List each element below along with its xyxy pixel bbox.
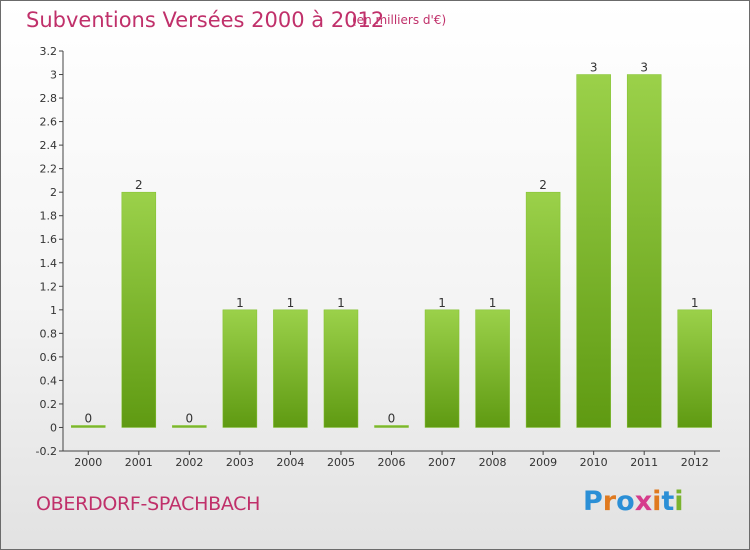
- data-label-2006: 0: [388, 411, 396, 425]
- data-label-2002: 0: [186, 411, 194, 425]
- data-label-2012: 1: [691, 296, 699, 310]
- data-label-2004: 1: [287, 296, 295, 310]
- data-label-2011: 3: [640, 61, 648, 75]
- data-label-2007: 1: [438, 296, 446, 310]
- y-tick-label: 1.8: [40, 210, 58, 223]
- place-name: OBERDORF-SPACHBACH: [36, 493, 261, 515]
- bar-2006: [374, 425, 409, 428]
- y-tick-label: 2: [50, 186, 57, 199]
- bar-2012: [677, 309, 712, 428]
- logo-letter: i: [652, 486, 662, 517]
- x-tick-label-2012: 2012: [681, 456, 709, 469]
- y-tick-label: 2.4: [40, 139, 58, 152]
- y-tick-label: 2.6: [40, 116, 58, 129]
- y-tick-label: 0.4: [40, 374, 58, 387]
- y-tick-label: 2.8: [40, 92, 58, 105]
- y-tick-label: 2.2: [40, 163, 58, 176]
- y-tick-label: 0.2: [40, 398, 58, 411]
- x-tick-label-2006: 2006: [378, 456, 406, 469]
- bar-2009: [525, 191, 561, 428]
- bar-2001: [121, 191, 157, 428]
- data-label-2010: 3: [590, 61, 598, 75]
- y-tick-label: -0.2: [36, 445, 57, 458]
- logo-letter: P: [583, 486, 603, 517]
- y-tick-label: 0: [50, 421, 57, 434]
- logo-letter: i: [674, 486, 684, 517]
- data-label-2000: 0: [84, 411, 92, 425]
- data-label-2008: 1: [489, 296, 497, 310]
- logo-letter: t: [661, 486, 675, 517]
- y-tick-label: 3.2: [40, 45, 58, 58]
- bar-2000: [71, 425, 106, 428]
- x-tick-label-2005: 2005: [327, 456, 355, 469]
- y-tick-label: 1: [50, 304, 57, 317]
- logo-letter: o: [616, 486, 635, 517]
- bar-2008: [475, 309, 510, 428]
- y-tick-label: 3: [50, 69, 57, 82]
- logo-letter: x: [634, 486, 653, 517]
- x-tick-label-2011: 2011: [630, 456, 658, 469]
- bar-2010: [576, 74, 611, 428]
- x-tick-label-2010: 2010: [580, 456, 608, 469]
- logo-letter: r: [602, 486, 617, 517]
- proxiti-logo[interactable]: Proxiti: [583, 486, 684, 517]
- x-tick-label-2000: 2000: [74, 456, 102, 469]
- x-tick-label-2002: 2002: [175, 456, 203, 469]
- bar-2003: [222, 309, 258, 428]
- y-tick-label: 1.4: [40, 257, 58, 270]
- chart-subtitle: (en milliers d'€): [352, 13, 447, 27]
- y-tick-label: 1.2: [40, 280, 58, 293]
- data-label-2003: 1: [236, 296, 244, 310]
- bar-2004: [273, 309, 308, 428]
- y-tick-label: 0.6: [40, 351, 58, 364]
- data-label-2009: 2: [539, 178, 547, 192]
- bar-2002: [172, 425, 207, 428]
- bar-2005: [323, 309, 359, 428]
- data-label-2005: 1: [337, 296, 345, 310]
- chart-title: Subventions Versées 2000 à 2012: [26, 8, 385, 32]
- x-tick-label-2008: 2008: [479, 456, 507, 469]
- x-tick-label-2004: 2004: [276, 456, 304, 469]
- x-tick-label-2009: 2009: [529, 456, 557, 469]
- bar-2007: [424, 309, 460, 428]
- y-tick-label: 0.8: [40, 327, 58, 340]
- x-tick-label-2001: 2001: [125, 456, 153, 469]
- data-label-2001: 2: [135, 178, 143, 192]
- x-tick-label-2003: 2003: [226, 456, 254, 469]
- bar-2011: [626, 74, 662, 428]
- y-tick-label: 1.6: [40, 233, 58, 246]
- x-tick-label-2007: 2007: [428, 456, 456, 469]
